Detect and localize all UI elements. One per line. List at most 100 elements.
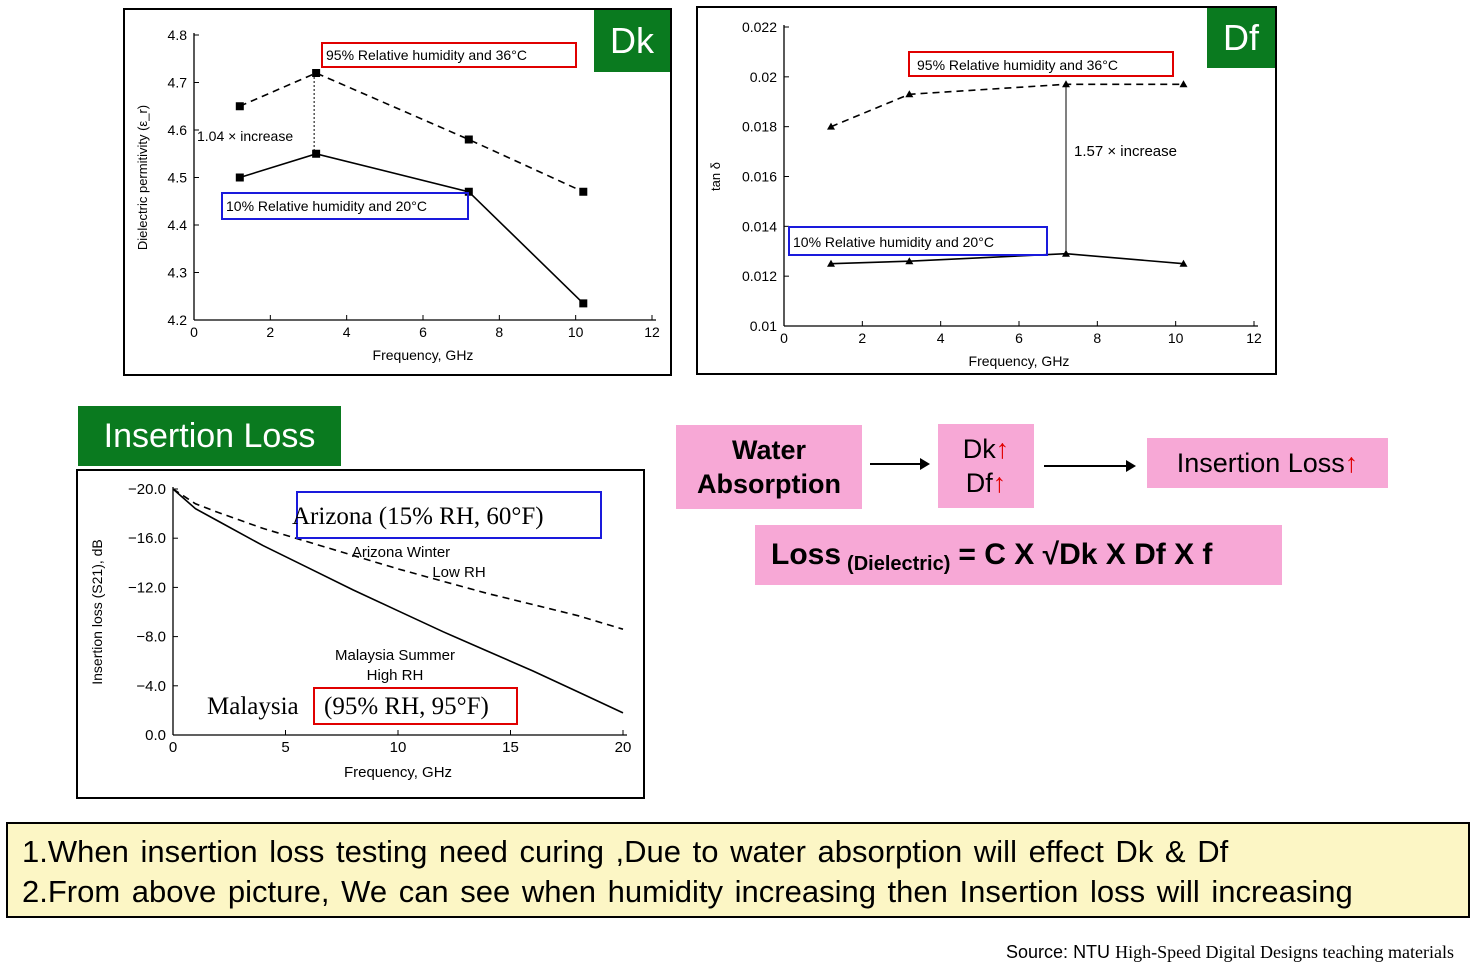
- series-line-high-humidity: [830, 83, 1184, 128]
- y-tick-label: 4.4: [168, 217, 188, 233]
- x-tick-label: 8: [495, 324, 503, 340]
- source-org: NTU: [1073, 942, 1111, 962]
- data-point: [579, 187, 588, 196]
- water-absorption-box: Water Absorption: [676, 425, 862, 509]
- y-tick-label: −16.0: [128, 530, 166, 547]
- arizona-series-label-1: Arizona Winter: [352, 544, 450, 561]
- data-point: [905, 90, 914, 98]
- y-axis-label: Dielectric permitivity (ε_r): [135, 105, 150, 250]
- low-humidity-callout-box: [221, 192, 469, 220]
- arizona-series-label-2: Low RH: [432, 564, 485, 581]
- low-humidity-callout-text: 10% Relative humidity and 20°C: [793, 234, 994, 250]
- arizona-callout-text: Arizona (15% RH, 60°F): [292, 503, 544, 530]
- high-humidity-callout-text: 95% Relative humidity and 36°C: [917, 57, 1118, 73]
- x-tick-label: 12: [1246, 330, 1262, 346]
- source-text: High-Speed Digital Designs teaching mate…: [1115, 942, 1454, 962]
- dk-chart: 0 2 4 6 8 10 12 4.2 4.3 4.4 4.5 4.6 4.7 4.8 Frequency,…: [135, 27, 660, 363]
- data-point: [235, 173, 244, 182]
- malaysia-callout-detail: (95% RH, 95°F): [324, 693, 489, 720]
- data-point: [464, 135, 473, 144]
- low-humidity-callout-box: [788, 226, 1048, 256]
- series-line-high-humidity: [239, 72, 584, 193]
- formula-rest: = C X √Dk X Df X f: [958, 538, 1213, 571]
- x-tick-label: 6: [419, 324, 427, 340]
- x-tick-label: 8: [1093, 330, 1101, 346]
- x-tick-label: 5: [281, 739, 289, 756]
- y-axis-label: Insertion loss (S21), dB: [89, 539, 105, 685]
- y-tick-label: 0.016: [742, 169, 777, 185]
- y-tick-label: 4.8: [168, 27, 188, 43]
- il-chart-panel: 0 5 10 15 20 0.0 −4.0 −8.0 −12.0 −16.0 −20.0 Freque…: [76, 469, 645, 799]
- x-tick-label: 20: [615, 739, 632, 756]
- y-tick-label: 4.7: [168, 75, 188, 91]
- increase-annotation: 1.04 × increase: [197, 128, 293, 144]
- data-point: [827, 122, 835, 130]
- y-tick-label: 4.2: [168, 312, 188, 328]
- arizona-callout-box: [296, 491, 602, 539]
- dk-up: Dk↑: [963, 432, 1010, 466]
- malaysia-series-label-1: Malaysia Summer: [335, 647, 455, 664]
- data-point: [1062, 80, 1070, 88]
- data-point: [827, 259, 835, 267]
- y-tick-label: −4.0: [136, 678, 166, 695]
- x-tick-label: 10: [568, 324, 584, 340]
- increase-annotation: 1.57 × increase: [1074, 143, 1177, 160]
- df-up-arrow: ↑: [992, 468, 1007, 498]
- data-point: [579, 299, 588, 308]
- data-point: [1179, 80, 1188, 88]
- x-axis-label: Frequency, GHz: [373, 347, 474, 363]
- y-tick-label: 4.6: [168, 122, 188, 138]
- y-tick-label: −20.0: [128, 481, 166, 498]
- water-label: Water: [731, 435, 806, 465]
- x-axis-label: Frequency, GHz: [344, 764, 452, 781]
- data-point: [235, 102, 244, 111]
- y-tick-label: 0.022: [742, 19, 777, 35]
- dk-tag: Dk: [594, 10, 670, 72]
- x-tick-label: 15: [502, 739, 519, 756]
- series-line-low-humidity: [239, 152, 584, 304]
- high-humidity-callout-box: [908, 51, 1174, 77]
- x-tick-label: 4: [343, 324, 351, 340]
- formula-loss: Loss: [771, 538, 842, 571]
- insertion-loss-box: Insertion Loss ↑: [1147, 438, 1388, 488]
- source-credit: Source: NTU High-Speed Digital Designs t…: [1006, 942, 1454, 963]
- absorption-label: Absorption: [697, 469, 841, 499]
- loss-formula-box: Loss (Dielectric) = C X √Dk X Df X f: [755, 525, 1282, 585]
- series-line-low-humidity: [172, 488, 624, 714]
- il-chart: 0 5 10 15 20 0.0 −4.0 −8.0 −12.0 −16.0 −20.0 Freque…: [89, 481, 632, 781]
- data-point: [905, 257, 914, 265]
- y-tick-label: 4.5: [168, 170, 188, 186]
- dk-chart-panel: 0 2 4 6 8 10 12 4.2 4.3 4.4 4.5 4.6 4.7 4.8 Frequency,…: [123, 8, 672, 376]
- data-point: [312, 149, 321, 158]
- malaysia-series-label-2: High RH: [367, 667, 424, 684]
- x-tick-label: 10: [1168, 330, 1184, 346]
- x-tick-label: 6: [1015, 330, 1023, 346]
- y-tick-label: 0.014: [742, 218, 777, 234]
- x-axis-label: Frequency, GHz: [969, 353, 1070, 369]
- data-point: [312, 69, 321, 77]
- y-tick-label: 0.01: [750, 318, 777, 334]
- df-label: Df: [965, 468, 993, 498]
- df-chart-panel: 0 2 4 6 8 10 12 0.01 0.012 0.014 0.016 0.018 0.02 0.0…: [696, 6, 1277, 375]
- x-tick-label: 12: [644, 324, 660, 340]
- y-axis-label: tan δ: [708, 162, 723, 191]
- df-chart: 0 2 4 6 8 10 12 0.01 0.012 0.014 0.016 0.018 0.02 0.0…: [708, 19, 1262, 369]
- x-tick-label: 10: [390, 739, 407, 756]
- low-humidity-callout-text: 10% Relative humidity and 20°C: [226, 198, 427, 214]
- data-point: [464, 187, 473, 196]
- data-point: [1179, 259, 1188, 267]
- malaysia-callout-name: Malaysia: [207, 693, 299, 720]
- x-tick-label: 2: [858, 330, 866, 346]
- flow-arrow-1: [870, 458, 930, 470]
- df-up: Df↑: [963, 466, 1010, 500]
- x-tick-label: 0: [169, 739, 177, 756]
- dk-label: Dk: [962, 434, 996, 464]
- series-line-low-humidity: [830, 252, 1184, 265]
- dk-up-arrow: ↑: [995, 434, 1010, 464]
- y-tick-label: 0.012: [742, 268, 777, 284]
- series-line-high-humidity: [172, 488, 624, 630]
- insertion-loss-tag: Insertion Loss: [78, 406, 341, 466]
- high-humidity-callout-box: [321, 42, 577, 68]
- note-1: 1.When insertion loss testing need curin…: [22, 834, 1229, 869]
- y-tick-label: 0.018: [742, 119, 777, 135]
